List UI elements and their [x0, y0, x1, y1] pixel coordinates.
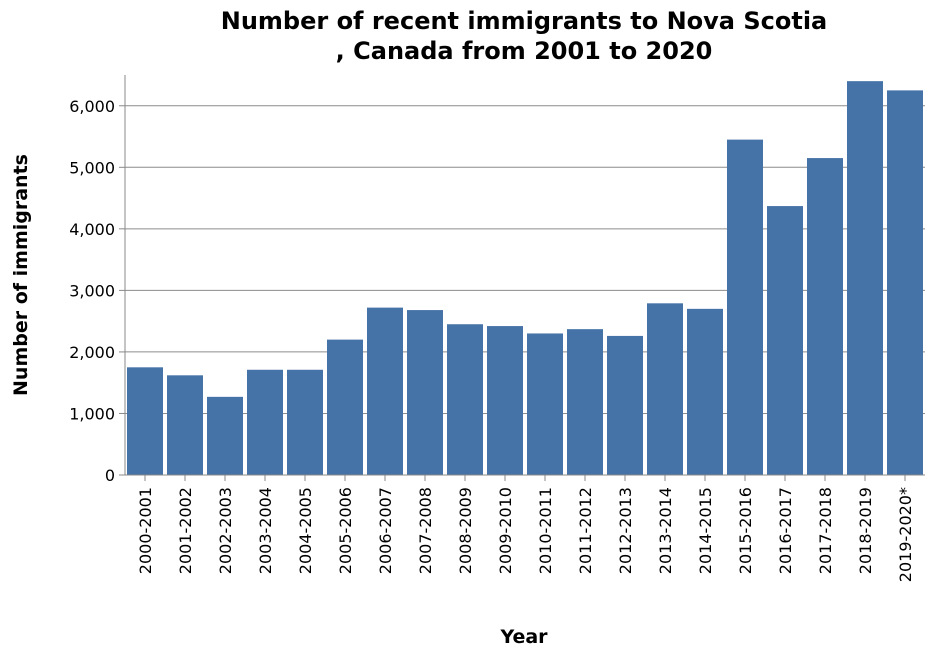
x-tick-label: 2004-2005: [296, 487, 315, 574]
bar: [607, 335, 643, 475]
bars: [127, 81, 923, 476]
bar: [247, 369, 283, 475]
x-tick-label: 2011-2012: [576, 487, 595, 574]
x-tick-label: 2005-2006: [336, 487, 355, 574]
x-tick-label: 2007-2008: [416, 487, 435, 574]
gridlines: [125, 105, 925, 414]
bar: [847, 81, 883, 476]
x-axis-ticks: 2000-2001 2001-2002 2002-2003 2003-2004 2004…: [136, 475, 915, 582]
x-tick-label: 2016-2017: [776, 487, 795, 574]
bar: [127, 367, 163, 475]
y-tick-label: 5,000: [69, 158, 115, 177]
bar: [887, 90, 923, 475]
bar: [687, 308, 723, 475]
x-tick-label: 2003-2004: [256, 487, 275, 574]
bar: [447, 324, 483, 475]
bar: [647, 303, 683, 475]
bar: [287, 369, 323, 475]
x-tick-label: 2018-2019: [856, 487, 875, 574]
bar: [327, 339, 363, 475]
x-tick-label: 2012-2013: [616, 487, 635, 574]
y-tick-label: 2,000: [69, 343, 115, 362]
bar: [727, 139, 763, 475]
x-axis-title: Year: [499, 626, 548, 648]
x-tick-label: 2010-2011: [536, 487, 555, 574]
x-tick-label: 2014-2015: [696, 487, 715, 574]
bar: [167, 375, 203, 475]
bar: [807, 158, 843, 476]
y-tick-label: 6,000: [69, 97, 115, 116]
x-tick-label: 2000-2001: [136, 487, 155, 574]
y-tick-label: 4,000: [69, 220, 115, 239]
y-tick-label: 1,000: [69, 404, 115, 423]
chart-title: Number of recent immigrants to Nova Scot…: [221, 7, 828, 65]
bar: [487, 326, 523, 475]
y-axis-title: Number of immigrants: [10, 154, 32, 396]
bar: [767, 206, 803, 476]
bar: [567, 329, 603, 475]
bar: [527, 333, 563, 475]
y-tick-label: 3,000: [69, 281, 115, 300]
y-tick-label: 0: [105, 466, 115, 485]
x-tick-label: 2006-2007: [376, 487, 395, 574]
x-tick-label: 2017-2018: [816, 487, 835, 574]
chart-title-line-2: , Canada from 2001 to 2020: [336, 37, 713, 65]
x-tick-label: 2013-2014: [656, 487, 675, 574]
y-axis-ticks: 0 1,000 2,000 3,000 4,000 5,000 6,000: [69, 97, 125, 485]
x-tick-label: 2001-2002: [176, 487, 195, 574]
bar: [407, 310, 443, 475]
x-tick-label: 2009-2010: [496, 487, 515, 574]
bar: [367, 307, 403, 475]
axes: [124, 75, 925, 476]
x-tick-label: 2015-2016: [736, 487, 755, 574]
x-tick-label: 2008-2009: [456, 487, 475, 574]
x-tick-label: 2019-2020*: [896, 487, 915, 582]
bar: [207, 396, 243, 475]
chart-title-line-1: Number of recent immigrants to Nova Scot…: [221, 7, 828, 35]
x-tick-label: 2002-2003: [216, 487, 235, 574]
